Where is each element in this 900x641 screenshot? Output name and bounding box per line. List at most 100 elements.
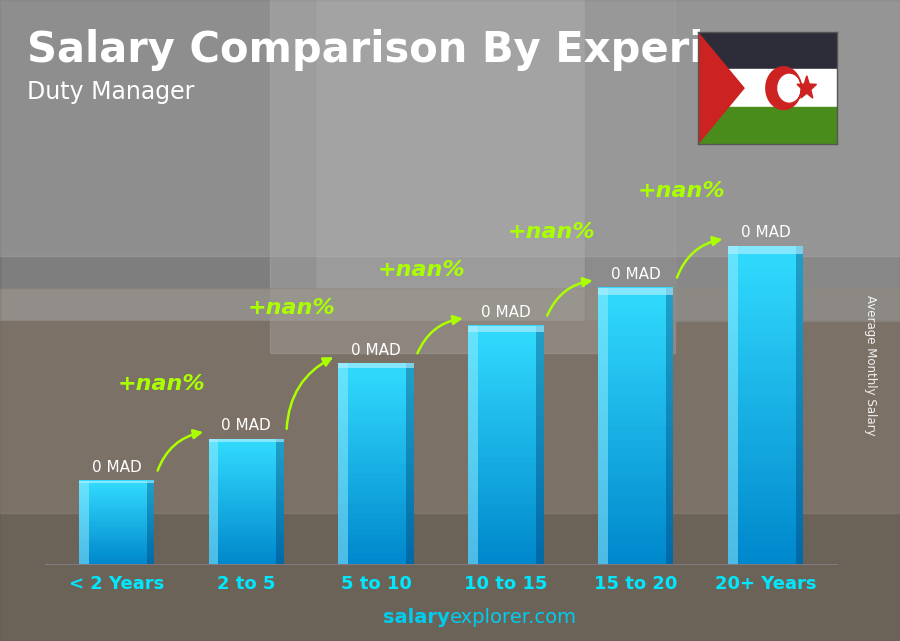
Bar xyxy=(338,494,414,499)
Bar xyxy=(0,320,900,641)
Bar xyxy=(79,533,154,535)
Bar xyxy=(728,341,803,349)
Bar xyxy=(209,517,284,520)
Bar xyxy=(338,373,414,379)
Bar xyxy=(598,391,673,398)
Bar xyxy=(468,444,544,451)
Bar xyxy=(468,331,544,338)
Bar xyxy=(598,287,673,295)
Bar xyxy=(79,481,88,564)
Bar xyxy=(468,462,544,469)
Bar xyxy=(338,549,414,554)
Bar xyxy=(338,423,414,429)
Bar xyxy=(728,349,803,358)
Bar xyxy=(79,547,154,549)
Bar xyxy=(728,413,803,421)
Bar xyxy=(598,557,673,564)
Bar xyxy=(468,474,544,481)
Bar xyxy=(468,367,544,373)
Bar xyxy=(338,428,414,434)
Bar xyxy=(598,543,673,550)
Bar xyxy=(468,522,544,528)
Bar xyxy=(468,326,544,331)
Text: Salary Comparison By Experience: Salary Comparison By Experience xyxy=(27,29,814,71)
Bar xyxy=(338,433,414,438)
Bar xyxy=(338,463,414,469)
Bar xyxy=(598,474,673,481)
Bar xyxy=(728,548,803,556)
Bar xyxy=(468,433,544,439)
Bar xyxy=(79,541,154,544)
Bar xyxy=(209,492,284,495)
Bar xyxy=(79,495,154,497)
Bar xyxy=(468,528,544,535)
Bar xyxy=(79,508,154,510)
Bar xyxy=(276,439,284,564)
Bar xyxy=(270,0,675,353)
Text: 0 MAD: 0 MAD xyxy=(611,267,661,282)
Bar xyxy=(79,481,154,483)
Bar xyxy=(728,246,803,254)
Bar xyxy=(338,504,414,509)
Bar xyxy=(468,510,544,517)
Bar xyxy=(468,438,544,445)
Polygon shape xyxy=(766,67,802,110)
Bar xyxy=(79,488,154,491)
Bar xyxy=(209,513,284,517)
Text: Duty Manager: Duty Manager xyxy=(27,80,194,104)
Bar xyxy=(79,555,154,558)
Bar xyxy=(338,438,414,444)
Bar xyxy=(598,308,673,315)
Bar xyxy=(598,356,673,363)
Bar xyxy=(728,357,803,365)
Bar xyxy=(728,437,803,445)
Bar xyxy=(79,560,154,562)
Bar xyxy=(79,562,154,564)
Bar xyxy=(598,294,673,302)
Bar xyxy=(728,325,803,333)
Bar xyxy=(79,553,154,556)
Bar xyxy=(79,512,154,514)
Bar xyxy=(598,384,673,392)
Bar xyxy=(79,483,154,485)
Bar xyxy=(468,349,544,355)
Bar xyxy=(585,0,900,320)
Bar xyxy=(209,464,284,467)
Bar xyxy=(338,403,414,408)
Bar xyxy=(468,379,544,385)
Bar xyxy=(468,361,544,367)
Bar xyxy=(728,540,803,548)
Bar xyxy=(79,530,154,533)
Bar xyxy=(598,377,673,385)
Bar xyxy=(209,461,284,464)
Bar xyxy=(338,544,414,549)
Bar xyxy=(728,460,803,469)
Bar xyxy=(79,537,154,539)
Bar xyxy=(79,545,154,547)
Bar xyxy=(338,458,414,464)
Bar xyxy=(209,529,284,533)
Bar xyxy=(338,388,414,394)
Bar xyxy=(209,526,284,529)
Bar xyxy=(79,485,154,487)
Bar xyxy=(209,498,284,502)
Bar xyxy=(598,467,673,474)
Bar xyxy=(338,529,414,534)
Bar xyxy=(598,481,673,488)
Bar xyxy=(598,405,673,412)
Bar xyxy=(338,524,414,529)
Bar xyxy=(79,516,154,519)
Bar xyxy=(468,540,544,546)
Bar xyxy=(598,460,673,467)
Bar xyxy=(338,478,414,484)
Bar xyxy=(79,558,154,560)
Bar xyxy=(338,513,414,519)
Bar xyxy=(728,469,803,477)
Bar xyxy=(468,451,544,457)
Bar xyxy=(598,343,673,350)
Bar xyxy=(338,499,414,504)
Bar xyxy=(598,515,673,522)
Bar xyxy=(79,505,154,508)
Bar xyxy=(468,487,544,492)
Text: salary: salary xyxy=(383,608,450,627)
